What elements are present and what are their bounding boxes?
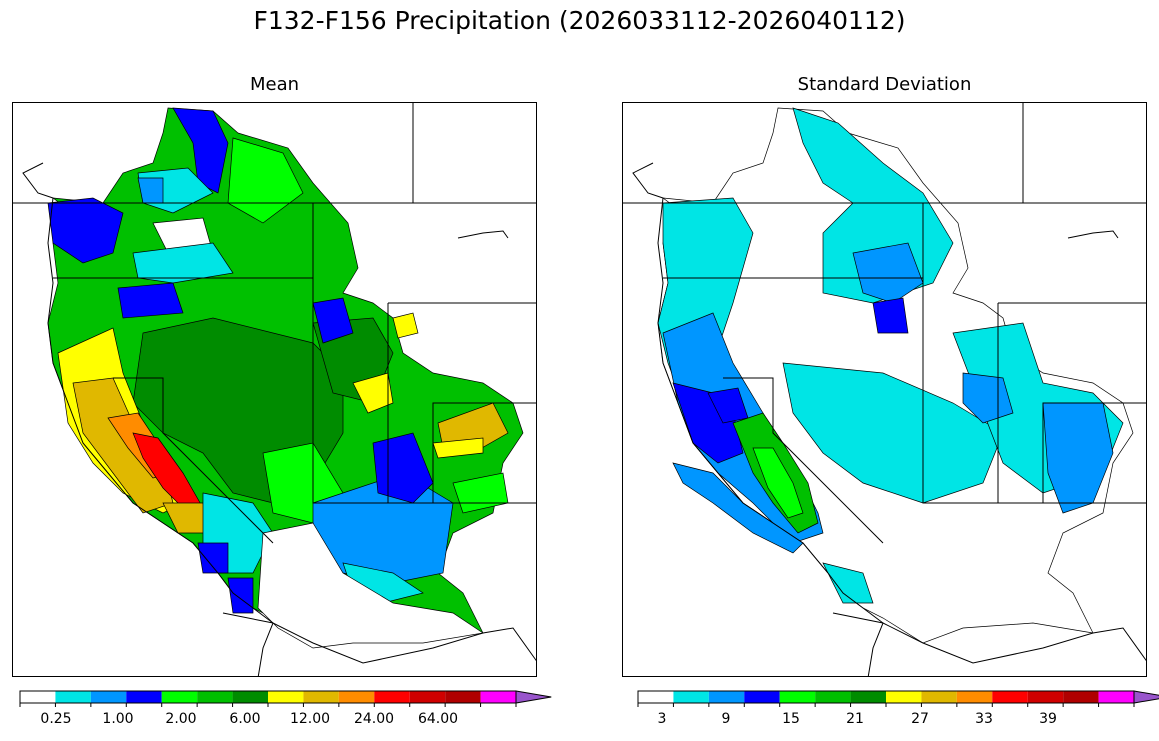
cbar-mean-swatch-13 xyxy=(480,691,516,703)
cbar-sd-tick-0: 3 xyxy=(657,711,667,727)
cbar-mean-extend-arrow xyxy=(515,690,552,704)
sd-border-state-ut xyxy=(922,378,1043,504)
cbar-sd-swatch-9 xyxy=(956,691,993,703)
region-yellow-ne xyxy=(352,372,394,414)
cbar-mean-swatch-11 xyxy=(409,691,446,703)
map-mean-svg xyxy=(13,103,536,676)
cbar-mean-swatch-10 xyxy=(374,691,410,703)
cbar-sd-tick-4: 27 xyxy=(911,711,929,727)
sd-coastline-west xyxy=(632,162,884,676)
map-stddev xyxy=(622,102,1147,677)
cbar-sd-swatch-7 xyxy=(886,691,922,703)
region-blue-wa xyxy=(47,197,124,264)
cbar-sd-swatch-1 xyxy=(673,691,709,703)
cbar-sd-swatch-11 xyxy=(1027,691,1064,703)
cbar-sd-swatch-13 xyxy=(1098,691,1134,703)
sd-lake-line xyxy=(1067,230,1119,239)
sd-border-state-wy xyxy=(997,302,1146,504)
lake-line xyxy=(457,230,509,239)
cbar-mean-swatch-1 xyxy=(55,691,91,703)
panel-title-mean: Mean xyxy=(249,74,300,95)
map-mean xyxy=(12,102,537,677)
cbar-mean-swatch-12 xyxy=(445,691,481,703)
cbar-mean-tick-5: 24.00 xyxy=(353,711,395,727)
cbar-mean-tick-6: 64.00 xyxy=(417,711,459,727)
cbar-sd-swatch-4 xyxy=(779,691,816,703)
cbar-sd-swatch-10 xyxy=(992,691,1028,703)
colorbar-mean-svg xyxy=(19,690,552,707)
region-blue-id xyxy=(117,282,184,319)
figure-title: F132-F156 Precipitation (2026033112-2026… xyxy=(253,6,906,35)
sd-region-blue-wy xyxy=(852,242,924,304)
cbar-sd-extend-arrow xyxy=(1133,690,1159,704)
cbar-sd-tick-6: 39 xyxy=(1039,711,1057,727)
panel-title-stddev: Standard Deviation xyxy=(797,74,972,95)
sd-border-state-ca-nv xyxy=(723,377,884,544)
region-white-sw xyxy=(257,522,484,649)
cbar-sd-swatch-0 xyxy=(638,691,674,703)
sd-region-cyan-center xyxy=(782,362,1004,504)
region-yellow-east xyxy=(432,437,484,459)
colorbar-stddev xyxy=(630,689,1159,733)
cbar-mean-tick-1: 1.00 xyxy=(102,711,134,727)
cbar-mean-swatch-6 xyxy=(232,691,268,703)
region-blue-north xyxy=(172,107,229,194)
cbar-mean-swatch-3 xyxy=(126,691,162,703)
cbar-sd-tick-1: 9 xyxy=(721,711,731,727)
region-bright-north xyxy=(227,137,304,224)
sd-region-cyan-socal xyxy=(822,562,874,604)
sd-region-bright-sierra xyxy=(752,447,804,519)
region-yellow-ne2 xyxy=(392,312,419,339)
sd-region-lightblue-sw xyxy=(672,462,804,554)
cbar-mean-tick-4: 12.00 xyxy=(289,711,331,727)
sd-border-us-mexico xyxy=(832,612,1146,664)
region-blue-lake xyxy=(227,577,254,614)
border-state-wy xyxy=(387,302,536,504)
cbar-mean-swatch-4 xyxy=(161,691,198,703)
colorbar-mean xyxy=(12,689,552,733)
cbar-mean-tick-2: 2.00 xyxy=(165,711,197,727)
sd-region-blue-wy2 xyxy=(872,297,909,334)
coastline-west xyxy=(22,162,274,676)
cbar-sd-swatch-3 xyxy=(744,691,780,703)
cbar-sd-tick-3: 21 xyxy=(846,711,864,727)
cbar-sd-swatch-12 xyxy=(1063,691,1099,703)
colorbar-stddev-svg xyxy=(637,690,1159,707)
cbar-sd-swatch-6 xyxy=(850,691,886,703)
cbar-mean-swatch-0 xyxy=(20,691,56,703)
region-blue-east xyxy=(312,297,354,344)
map-stddev-svg xyxy=(623,103,1146,676)
border-state-ut xyxy=(312,378,433,504)
cbar-sd-tick-2: 15 xyxy=(782,711,800,727)
cbar-mean-tick-0: 0.25 xyxy=(40,711,72,727)
cbar-mean-swatch-9 xyxy=(338,691,375,703)
cbar-sd-swatch-2 xyxy=(708,691,745,703)
cbar-mean-tick-3: 6.00 xyxy=(229,711,261,727)
border-us-mexico xyxy=(222,612,536,664)
region-blue-socal xyxy=(197,542,229,574)
cbar-mean-swatch-7 xyxy=(268,691,304,703)
cbar-mean-swatch-2 xyxy=(90,691,127,703)
cbar-sd-swatch-5 xyxy=(815,691,851,703)
border-state-ca-nv xyxy=(113,377,274,544)
cbar-mean-swatch-8 xyxy=(303,691,339,703)
cbar-sd-tick-5: 33 xyxy=(975,711,993,727)
cbar-sd-swatch-8 xyxy=(921,691,957,703)
cbar-mean-swatch-5 xyxy=(197,691,233,703)
